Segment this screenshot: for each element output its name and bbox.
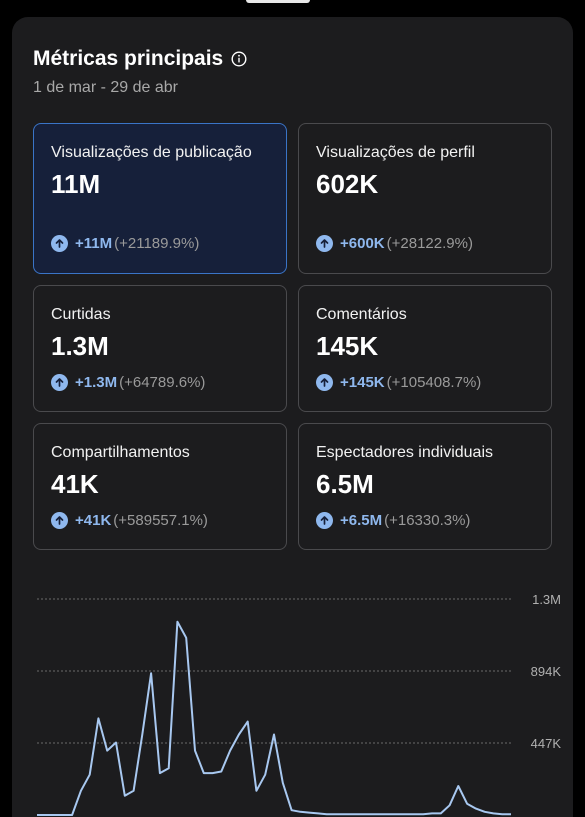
metric-value: 6.5M — [316, 469, 374, 499]
metric-card[interactable]: Visualizações de perfil 602K +600K (+28122.… — [298, 123, 552, 274]
metric-delta: +6.5M (+16330.3%) — [316, 512, 470, 529]
metric-label: Comentários — [316, 306, 407, 323]
arrow-up-icon — [51, 374, 68, 391]
metric-card[interactable]: Curtidas 1.3M +1.3M (+64789.6%) — [33, 285, 287, 412]
metric-delta-value: +11M — [75, 235, 113, 252]
metric-card[interactable]: Compartilhamentos 41K +41K (+589557.1%) — [33, 423, 287, 550]
metric-value: 11M — [51, 169, 101, 199]
date-range: 1 de mar - 29 de abr — [33, 79, 178, 96]
metric-card[interactable]: Comentários 145K +145K (+105408.7%) — [298, 285, 552, 412]
metric-card[interactable]: Visualizações de publicação 11M +11M (+2118… — [33, 123, 287, 274]
metric-delta-percent: (+589557.1%) — [113, 512, 208, 529]
arrow-up-icon — [316, 235, 333, 252]
metric-delta-value: +41K — [75, 512, 112, 529]
metric-delta-percent: (+28122.9%) — [386, 235, 473, 252]
metric-delta-percent: (+21189.9%) — [114, 235, 200, 252]
metric-delta-value: +145K — [340, 374, 385, 391]
metric-delta: +145K (+105408.7%) — [316, 374, 481, 391]
metric-value: 602K — [316, 169, 379, 199]
metric-delta-percent: (+64789.6%) — [119, 374, 206, 391]
metrics-grid: Visualizações de publicação 11M +11M (+2118… — [33, 123, 552, 550]
arrow-up-icon — [316, 512, 333, 529]
metric-delta-percent: (+16330.3%) — [384, 512, 471, 529]
metric-label: Compartilhamentos — [51, 444, 190, 461]
arrow-up-icon — [316, 374, 333, 391]
metric-label: Espectadores individuais — [316, 444, 493, 461]
metrics-header: Métricas principais 1 de mar - 29 de abr — [33, 47, 247, 97]
metric-delta: +11M (+21189.9%) — [51, 235, 199, 252]
metric-card[interactable]: Espectadores individuais 6.5M +6.5M (+16330… — [298, 423, 552, 550]
metric-label: Visualizações de publicação — [51, 144, 252, 161]
metrics-panel: Métricas principais 1 de mar - 29 de abr… — [12, 17, 573, 817]
y-tick-label: 447K — [531, 736, 562, 751]
metric-delta-value: +600K — [340, 235, 385, 252]
metric-label: Curtidas — [51, 306, 111, 323]
series-line — [37, 620, 511, 816]
info-icon[interactable] — [231, 51, 247, 67]
metric-value: 1.3M — [51, 331, 109, 361]
sheet-handle[interactable] — [246, 0, 310, 3]
metric-value: 41K — [51, 469, 99, 499]
arrow-up-icon — [51, 512, 68, 529]
page-title: Métricas principais — [33, 47, 224, 70]
line-chart: 1.3M 894K 447K — [37, 592, 562, 816]
metric-delta: +600K (+28122.9%) — [316, 235, 473, 252]
metric-delta: +41K (+589557.1%) — [51, 512, 208, 529]
metric-delta-value: +1.3M — [75, 374, 118, 391]
metric-value: 145K — [316, 331, 379, 361]
title-row: Métricas principais — [33, 47, 247, 71]
y-tick-label: 894K — [531, 664, 562, 679]
metric-delta-value: +6.5M — [340, 512, 383, 529]
y-tick-label: 1.3M — [532, 592, 561, 607]
metric-delta-percent: (+105408.7%) — [386, 374, 482, 391]
metric-delta: +1.3M (+64789.6%) — [51, 374, 205, 391]
metrics-chart: 1.3M 894K 447K — [33, 577, 573, 817]
metric-label: Visualizações de perfil — [316, 144, 475, 161]
arrow-up-icon — [51, 235, 68, 252]
